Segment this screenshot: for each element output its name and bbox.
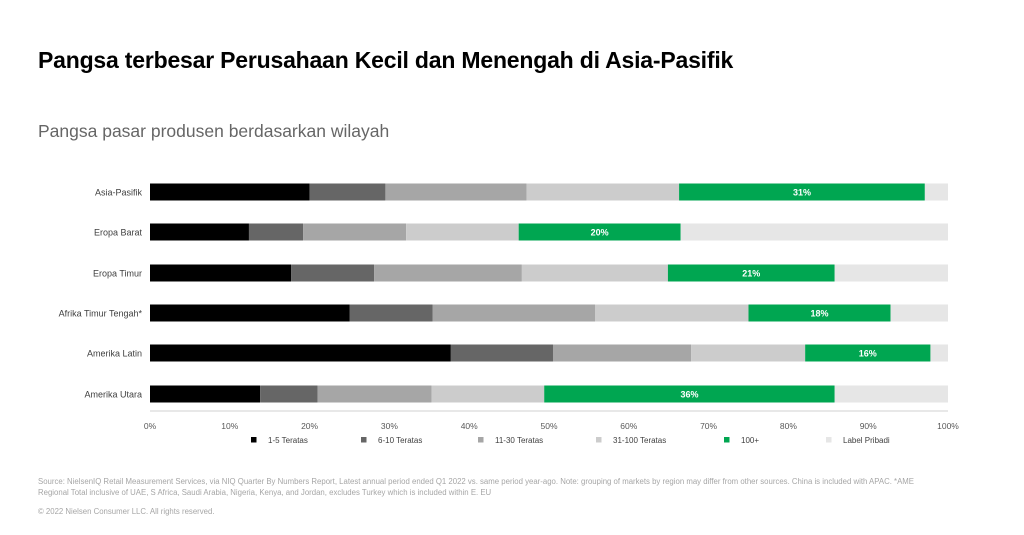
legend-swatch <box>724 437 730 443</box>
x-tick-label: 50% <box>540 421 557 431</box>
x-tick-label: 80% <box>780 421 797 431</box>
category-label: Amerika Utara <box>84 390 142 400</box>
x-tick-label: 30% <box>381 421 398 431</box>
x-tick-label: 0% <box>144 421 157 431</box>
chart-title: Pangsa terbesar Perusahaan Kecil dan Men… <box>38 47 734 73</box>
data-label: 18% <box>811 309 829 319</box>
bar-segment <box>150 344 451 362</box>
x-tick-label: 90% <box>860 421 877 431</box>
category-label: Afrika Timur Tengah* <box>59 309 143 319</box>
x-tick-label: 100% <box>937 421 959 431</box>
bar-segment <box>930 344 948 362</box>
data-label: 21% <box>742 269 760 279</box>
bar-segment <box>667 264 835 282</box>
bar-segment <box>518 223 681 241</box>
data-label: 36% <box>680 390 698 400</box>
category-label: Asia-Pasifik <box>95 188 143 198</box>
category-label: Eropa Barat <box>94 228 143 238</box>
data-label: 16% <box>859 349 877 359</box>
legend-label: 31-100 Teratas <box>613 436 666 445</box>
category-label: Amerika Latin <box>87 349 142 359</box>
legend-label: Label Pribadi <box>843 436 890 445</box>
bar-segment <box>805 344 931 362</box>
bar-segment <box>748 304 891 322</box>
bar-segment <box>150 385 261 403</box>
bar-segment <box>291 264 375 282</box>
legend-label: 1-5 Teratas <box>268 436 308 445</box>
data-label: 20% <box>591 228 609 238</box>
legend-swatch <box>596 437 602 443</box>
copyright-note: © 2022 Nielsen Consumer LLC. All rights … <box>38 507 215 516</box>
bar-segment <box>595 304 749 322</box>
bar-segment <box>303 223 407 241</box>
bar-segment <box>679 183 925 201</box>
bar-segment <box>890 304 948 322</box>
bar-segment <box>309 183 386 201</box>
x-tick-label: 70% <box>700 421 717 431</box>
source-note: Source: NielsenIQ Retail Measurement Ser… <box>38 477 914 497</box>
bar-segment <box>431 385 545 403</box>
bar-segment <box>374 264 522 282</box>
bar-segment <box>150 304 350 322</box>
bar-segment <box>150 183 310 201</box>
x-tick-label: 20% <box>301 421 318 431</box>
bar-segment <box>521 264 668 282</box>
legend-label: 11-30 Teratas <box>495 436 543 445</box>
bar-segment <box>552 344 692 362</box>
legend-label: 6-10 Teratas <box>378 436 422 445</box>
x-tick-label: 40% <box>461 421 478 431</box>
bar-segment <box>924 183 948 201</box>
chart-subtitle: Pangsa pasar produsen berdasarkan wilaya… <box>38 121 390 141</box>
x-tick-label: 10% <box>221 421 238 431</box>
bar-segment <box>450 344 553 362</box>
bar-segment <box>150 264 292 282</box>
data-label: 31% <box>793 188 811 198</box>
bar-segment <box>260 385 318 403</box>
bar-segment <box>349 304 433 322</box>
legend-swatch <box>826 437 832 443</box>
bar-segment <box>248 223 304 241</box>
legend-swatch <box>251 437 257 443</box>
bar-segment <box>680 223 948 241</box>
bar-segment <box>432 304 596 322</box>
category-label: Eropa Timur <box>93 269 142 279</box>
bar-segment <box>150 223 249 241</box>
legend-swatch <box>478 437 484 443</box>
bar-segment <box>544 385 835 403</box>
bar-segment <box>317 385 432 403</box>
legend-swatch <box>361 437 367 443</box>
bar-segment <box>834 264 948 282</box>
bar-segment <box>526 183 680 201</box>
x-tick-label: 60% <box>620 421 637 431</box>
bar-segment <box>834 385 948 403</box>
bar-segment <box>406 223 519 241</box>
bar-segment <box>385 183 527 201</box>
legend-label: 100+ <box>741 436 759 445</box>
bar-segment <box>691 344 806 362</box>
